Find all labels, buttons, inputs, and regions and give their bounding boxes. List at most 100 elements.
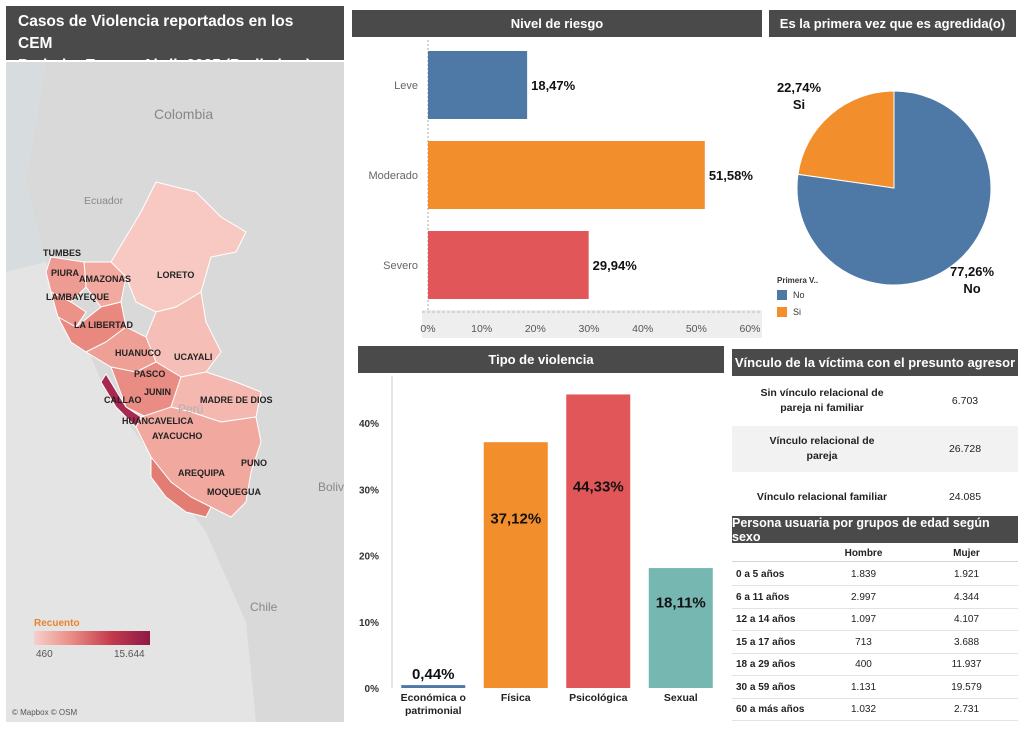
vinculo-label-line1: Vínculo relacional de [769,435,875,447]
pie-legend-label-si: Si [793,307,802,317]
map-legend-max: 15.644 [114,649,145,660]
mujer-cell: 2.731 [953,704,980,715]
risk-value-label: 51,58% [709,168,754,183]
mujer-cell: 1.921 [953,569,980,580]
region-label-madre-de-dios: MADRE DE DIOS [200,395,273,405]
violence-y-tick: 10% [359,618,379,629]
edad-table-header-row: Hombre Mujer [732,546,1018,562]
map-legend-min: 460 [36,649,53,660]
edad-table: Hombre Mujer 0 a 5 años 1.839 1.921 6 a 11 … [732,546,1018,722]
violence-bar[interactable] [648,568,713,688]
age-group-cell: 18 a 29 años [736,659,796,670]
violence-bar[interactable] [566,394,631,688]
mujer-cell: 4.107 [953,614,980,625]
hombre-cell: 2.997 [850,591,877,603]
risk-category-label: Leve [394,80,418,92]
risk-category-label: Moderado [368,170,418,182]
peru-map[interactable]: Colombia Ecuador Perú Bolivia Chile TUMB… [6,62,344,722]
dashboard-title: Casos de Violencia reportados en los CEM… [6,6,344,74]
table-row[interactable]: Vínculo relacional familiar 24.085 [732,482,1018,512]
pie-legend-item-si[interactable]: Si [777,307,801,317]
table-row[interactable]: 12 a 14 años 1.097 4.107 [732,609,1018,631]
pie-legend-item-no[interactable]: No [777,290,805,300]
region-arequipa[interactable] [150,455,212,518]
violence-value-label: 44,33% [573,478,624,495]
violence-bar[interactable] [401,685,466,688]
region-label-la-libertad: LA LIBERTAD [74,320,133,330]
region-label-puno: PUNO [241,458,268,468]
violence-y-tick: 30% [359,485,379,496]
table-row[interactable]: Vínculo relacional de pareja 26.728 [732,426,1018,472]
vinculo-label-line2: pareja [806,450,838,462]
table-row[interactable]: 30 a 59 años 1.131 19.579 [732,677,1018,699]
column-header-mujer: Mujer [953,548,980,559]
region-label-pasco: PASCO [134,369,166,379]
age-group-cell: 15 a 17 años [736,636,796,648]
table-row[interactable]: 6 a 11 años 2.997 4.344 [732,587,1018,609]
region-label-piura: PIURA [51,268,80,278]
pie-slice-si[interactable] [797,90,895,189]
table-row[interactable]: 18 a 29 años 400 11.937 [732,654,1018,676]
risk-axis-band [422,310,762,338]
hombre-cell: 1.131 [850,681,877,693]
vinculo-label-line1: Sin vínculo relacional de [760,387,884,399]
violence-bar[interactable] [483,442,548,688]
region-label-junin: JUNIN [144,387,172,397]
risk-chart: Leve 18,47% Moderado 51,58% Severo 29,94% 0% 10… [368,40,762,338]
table-row[interactable]: 15 a 17 años 713 3.688 [732,632,1018,654]
violence-y-tick: 20% [359,552,379,563]
mujer-cell: 3.688 [953,636,980,648]
age-group-cell: 0 a 5 años [736,569,785,580]
risk-bar[interactable] [428,51,528,119]
pie-value-label: 22,74% [777,80,822,95]
region-label-tumbes: TUMBES [43,248,81,258]
map-svg [6,62,344,722]
region-label-moquegua: MOQUEGUA [207,487,261,497]
hombre-cell: 1.032 [850,704,877,715]
vinculo-table: Sin vínculo relacional de pareja ni fami… [732,378,1018,512]
country-label-chile: Chile [250,600,278,614]
vinculo-label: Sin vínculo relacional de pareja ni fami… [732,386,912,416]
region-label-callao: CALLAO [104,395,142,405]
hombre-cell: 1.839 [850,569,877,580]
risk-bar[interactable] [428,231,589,299]
vinculo-label-line2: pareja ni familiar [780,402,864,414]
country-label-peru: Perú [178,402,204,416]
region-label-huanuco: HUANUCO [115,348,161,358]
table-row[interactable]: 0 a 5 años 1.839 1.921 [732,564,1018,586]
table-row[interactable]: 60 a más años 1.032 2.731 [732,699,1018,721]
violence-value-label: 18,11% [656,595,706,612]
ocean-north [6,62,46,272]
risk-x-tick: 60% [739,323,760,335]
violence-chart: 0% 10% 20% 30% 40% 0,44% Económica opatrimonia… [359,376,713,717]
region-lambayeque[interactable] [50,291,87,328]
edad-header: Persona usuaria por grupos de edad según… [732,516,1018,544]
risk-value-label: 29,94% [593,258,638,273]
map-legend-gradient [34,631,150,645]
violence-y-tick: 0% [365,684,380,695]
mujer-cell: 19.579 [951,681,982,693]
violence-header: Tipo de violencia [358,346,724,373]
table-row[interactable]: Sin vínculo relacional de pareja ni fami… [732,378,1018,424]
pie-category-label: No [963,281,980,296]
region-label-ucayali: UCAYALI [174,352,213,362]
pie-legend-swatch-si [777,307,787,317]
risk-x-tick: 0% [420,323,435,335]
age-group-cell: 12 a 14 años [736,614,796,625]
country-label-colombia: Colombia [154,106,214,122]
first-time-pie-chart: 77,26% No 22,74% Si [777,80,995,296]
mujer-cell: 11.937 [951,659,982,670]
violence-category-label: Sexual [664,692,698,704]
risk-bar[interactable] [428,141,705,209]
violence-category-label: patrimonial [405,705,462,717]
violence-y-tick: 40% [359,419,379,430]
title-line-1: Casos de Violencia reportados en los CEM [18,13,294,52]
map-legend-title: Recuento [34,618,80,629]
hombre-cell: 713 [855,636,872,648]
pie-legend-label-no: No [793,290,805,300]
risk-x-tick: 50% [686,323,707,335]
violence-category-label: Económica o [401,692,466,704]
first-time-header: Es la primera vez que es agredida(o) [769,10,1016,37]
region-label-loreto: LORETO [157,270,195,280]
column-header-hombre: Hombre [844,548,883,559]
